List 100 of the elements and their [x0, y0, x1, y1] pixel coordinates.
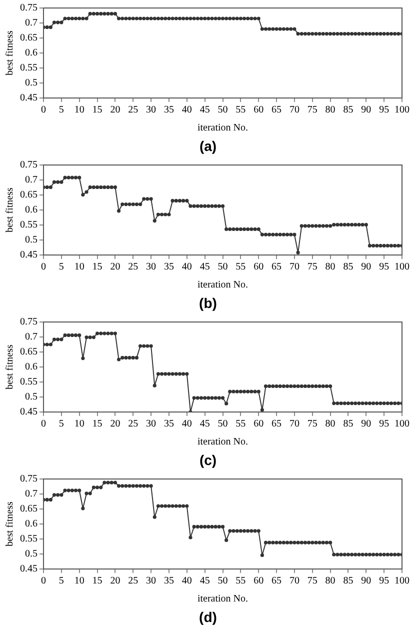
x-tick-label: 50	[218, 104, 228, 116]
x-tick-label: 30	[146, 418, 156, 430]
y-tick-label: 0.65	[20, 504, 38, 515]
x-tick-label: 45	[200, 104, 210, 116]
x-tick-label: 30	[146, 262, 156, 273]
x-tick-label: 40	[182, 262, 192, 273]
x-axis-title: iteration No.	[197, 280, 248, 291]
y-axis-title: best fitness	[4, 30, 16, 76]
x-tick-label: 45	[200, 418, 210, 430]
y-tick-label: 0.6	[25, 362, 38, 373]
x-tick-label: 50	[218, 262, 228, 273]
y-axis-title: best fitness	[4, 502, 16, 546]
x-tick-label: 40	[182, 576, 192, 587]
y-tick-label: 0.7	[25, 174, 38, 186]
x-axis-title: iteration No.	[197, 122, 248, 134]
x-tick-label: 25	[128, 104, 138, 116]
x-tick-label: 70	[289, 418, 300, 430]
text: (c)	[198, 452, 218, 468]
x-tick-label: 20	[110, 576, 120, 587]
x-tick-label: 95	[379, 576, 390, 587]
x-tick-label: 5	[58, 576, 64, 587]
x-tick-label: 90	[361, 104, 372, 116]
x-tick-label: 10	[74, 576, 84, 587]
x-tick-label: 5	[58, 418, 64, 430]
x-tick-label: 55	[236, 576, 246, 587]
x-tick-label: 35	[164, 418, 174, 430]
x-tick-label: 15	[92, 418, 102, 430]
x-tick-label: 65	[272, 576, 282, 587]
x-tick-label: 50	[218, 418, 228, 430]
x-tick-label: 30	[146, 576, 156, 587]
x-tick-label: 70	[289, 104, 300, 116]
y-tick-label: 0.75	[20, 2, 38, 14]
y-tick-label: 0.75	[20, 160, 38, 171]
x-tick-label: 85	[343, 262, 354, 273]
y-tick-label: 0.5	[25, 78, 38, 89]
x-tick-label: 100	[394, 576, 410, 587]
y-tick-label: 0.55	[20, 534, 38, 545]
y-tick-label: 0.65	[20, 346, 38, 358]
y-tick-label: 0.6	[25, 204, 38, 216]
x-tick-label: 15	[92, 262, 102, 273]
x-tick-label: 65	[272, 418, 282, 430]
x-tick-label: 85	[343, 104, 354, 116]
x-tick-label: 85	[343, 418, 354, 430]
x-tick-label: 35	[164, 262, 174, 273]
x-tick-label: 25	[128, 262, 138, 273]
y-tick-label: 0.75	[20, 474, 38, 485]
x-tick-label: 55	[236, 418, 246, 430]
y-tick-label: 0.45	[20, 250, 38, 261]
x-tick-label: 75	[307, 576, 318, 587]
y-tick-label: 0.45	[20, 92, 38, 104]
y-tick-label: 0.7	[25, 488, 38, 500]
x-tick-label: 0	[41, 418, 46, 430]
x-tick-label: 75	[307, 262, 318, 273]
y-tick-label: 0.5	[25, 548, 38, 560]
text: (d)	[198, 609, 218, 625]
text: (b)	[198, 295, 218, 311]
y-tick-label: 0.6	[25, 518, 38, 530]
x-tick-label: 0	[41, 576, 46, 587]
x-tick-label: 80	[325, 262, 336, 273]
x-tick-label: 20	[110, 262, 120, 273]
y-tick-label: 0.75	[20, 316, 38, 328]
x-tick-label: 30	[146, 104, 156, 116]
x-tick-label: 10	[74, 104, 84, 116]
x-tick-label: 95	[379, 418, 390, 430]
x-tick-label: 10	[74, 418, 84, 430]
y-tick-label: 0.45	[20, 564, 38, 575]
x-tick-label: 45	[200, 262, 210, 273]
x-tick-label: 60	[254, 418, 264, 430]
y-tick-label: 0.7	[25, 332, 38, 343]
x-tick-label: 60	[254, 262, 264, 273]
y-axis-title: best fitness	[4, 188, 16, 232]
y-tick-label: 0.65	[20, 32, 38, 44]
x-tick-label: 90	[361, 418, 372, 430]
text: (a)	[198, 138, 218, 154]
x-tick-label: 0	[41, 104, 46, 116]
x-tick-label: 15	[92, 104, 102, 116]
x-tick-label: 65	[272, 262, 282, 273]
x-tick-label: 85	[343, 576, 354, 587]
x-tick-label: 75	[307, 418, 318, 430]
x-axis-title: iteration No.	[197, 594, 248, 605]
x-tick-label: 75	[307, 104, 318, 116]
x-tick-label: 70	[289, 576, 300, 587]
x-tick-label: 5	[58, 262, 64, 273]
y-tick-label: 0.6	[25, 48, 38, 59]
x-tick-label: 80	[325, 576, 336, 587]
x-tick-label: 25	[128, 418, 138, 430]
x-tick-label: 90	[361, 262, 372, 273]
x-tick-label: 100	[394, 418, 410, 430]
x-tick-label: 40	[182, 418, 192, 430]
x-tick-label: 10	[74, 262, 84, 273]
x-tick-label: 100	[394, 262, 410, 273]
y-tick-label: 0.55	[20, 62, 38, 74]
y-tick-label: 0.65	[20, 190, 38, 201]
x-tick-label: 80	[325, 104, 336, 116]
x-tick-label: 0	[41, 262, 46, 273]
x-tick-label: 20	[110, 104, 120, 116]
x-tick-label: 95	[379, 262, 390, 273]
y-tick-label: 0.5	[25, 392, 38, 403]
y-tick-label: 0.55	[20, 220, 38, 231]
x-tick-label: 100	[394, 104, 410, 116]
